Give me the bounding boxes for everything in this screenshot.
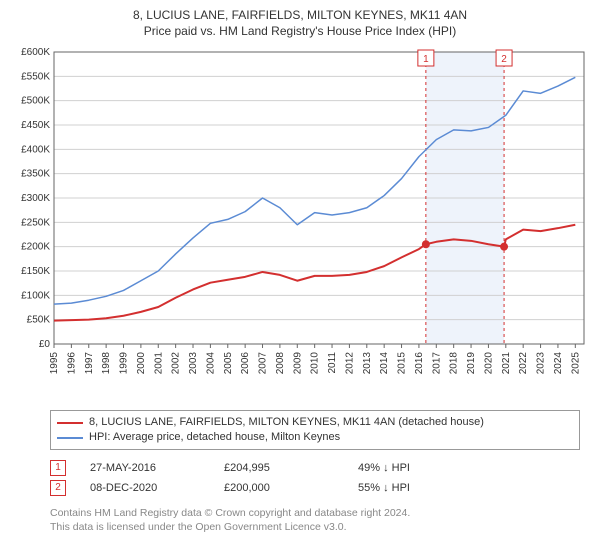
svg-text:2: 2 <box>501 54 507 65</box>
legend-row: 8, LUCIUS LANE, FAIRFIELDS, MILTON KEYNE… <box>57 415 573 430</box>
svg-text:£600K: £600K <box>21 47 50 58</box>
title-line-2: Price paid vs. HM Land Registry's House … <box>10 24 590 38</box>
svg-text:2024: 2024 <box>553 352 564 375</box>
sale-delta: 55% ↓ HPI <box>358 478 468 498</box>
svg-text:£500K: £500K <box>21 96 50 107</box>
legend: 8, LUCIUS LANE, FAIRFIELDS, MILTON KEYNE… <box>50 410 580 450</box>
footnote: Contains HM Land Registry data © Crown c… <box>50 506 580 534</box>
sale-marker: 1 <box>50 460 66 476</box>
svg-text:1997: 1997 <box>84 352 95 375</box>
svg-text:2012: 2012 <box>344 352 355 375</box>
svg-text:£200K: £200K <box>21 242 50 253</box>
title-line-1: 8, LUCIUS LANE, FAIRFIELDS, MILTON KEYNE… <box>10 8 590 22</box>
svg-text:2023: 2023 <box>536 352 547 375</box>
legend-label: 8, LUCIUS LANE, FAIRFIELDS, MILTON KEYNE… <box>89 415 484 430</box>
footnote-line-1: Contains HM Land Registry data © Crown c… <box>50 506 580 520</box>
svg-text:2004: 2004 <box>205 352 216 375</box>
svg-text:2016: 2016 <box>414 352 425 375</box>
legend-swatch <box>57 422 83 424</box>
svg-text:£50K: £50K <box>27 315 51 326</box>
legend-label: HPI: Average price, detached house, Milt… <box>89 430 340 445</box>
svg-text:£250K: £250K <box>21 217 50 228</box>
svg-text:£0: £0 <box>39 339 51 350</box>
svg-text:2003: 2003 <box>188 352 199 375</box>
svg-text:2007: 2007 <box>258 352 269 375</box>
svg-text:2019: 2019 <box>466 352 477 375</box>
sale-price: £200,000 <box>224 478 334 498</box>
sale-date: 08-DEC-2020 <box>90 478 200 498</box>
svg-text:2017: 2017 <box>431 352 442 375</box>
svg-text:2001: 2001 <box>153 352 164 375</box>
svg-text:£400K: £400K <box>21 144 50 155</box>
svg-text:2013: 2013 <box>362 352 373 375</box>
svg-text:2021: 2021 <box>501 352 512 375</box>
sale-row: 2 08-DEC-2020 £200,000 55% ↓ HPI <box>50 478 580 498</box>
svg-text:2022: 2022 <box>518 352 529 375</box>
svg-text:2006: 2006 <box>240 352 251 375</box>
svg-text:£300K: £300K <box>21 193 50 204</box>
svg-text:2000: 2000 <box>136 352 147 375</box>
svg-text:1998: 1998 <box>101 352 112 375</box>
svg-text:1999: 1999 <box>119 352 130 375</box>
chart-title-block: 8, LUCIUS LANE, FAIRFIELDS, MILTON KEYNE… <box>10 8 590 38</box>
svg-text:£100K: £100K <box>21 290 50 301</box>
svg-text:2018: 2018 <box>449 352 460 375</box>
svg-text:1996: 1996 <box>66 352 77 375</box>
svg-text:2002: 2002 <box>171 352 182 375</box>
sale-row: 1 27-MAY-2016 £204,995 49% ↓ HPI <box>50 458 580 478</box>
svg-text:£350K: £350K <box>21 169 50 180</box>
svg-text:2008: 2008 <box>275 352 286 375</box>
chart-container: £0 £50K £100K £150K £200K £250K £300K £350K £400… <box>10 44 590 404</box>
svg-text:£550K: £550K <box>21 71 50 82</box>
price-chart: £0 £50K £100K £150K £200K £250K £300K £350K £400… <box>10 44 590 404</box>
sale-price: £204,995 <box>224 458 334 478</box>
svg-text:2020: 2020 <box>483 352 494 375</box>
svg-text:£150K: £150K <box>21 266 50 277</box>
svg-text:1995: 1995 <box>49 352 60 375</box>
svg-text:2010: 2010 <box>310 352 321 375</box>
sale-delta: 49% ↓ HPI <box>358 458 468 478</box>
legend-swatch <box>57 437 83 439</box>
svg-text:£450K: £450K <box>21 120 50 131</box>
svg-text:2009: 2009 <box>292 352 303 375</box>
svg-text:1: 1 <box>423 54 429 65</box>
footnote-line-2: This data is licensed under the Open Gov… <box>50 520 580 534</box>
svg-text:2014: 2014 <box>379 352 390 375</box>
svg-text:2025: 2025 <box>570 352 581 375</box>
svg-text:2005: 2005 <box>223 352 234 375</box>
svg-text:2011: 2011 <box>327 352 338 374</box>
legend-row: HPI: Average price, detached house, Milt… <box>57 430 573 445</box>
sales-table: 1 27-MAY-2016 £204,995 49% ↓ HPI 2 08-DEC-202… <box>50 458 580 498</box>
sale-date: 27-MAY-2016 <box>90 458 200 478</box>
svg-text:2015: 2015 <box>397 352 408 375</box>
sale-marker: 2 <box>50 480 66 496</box>
